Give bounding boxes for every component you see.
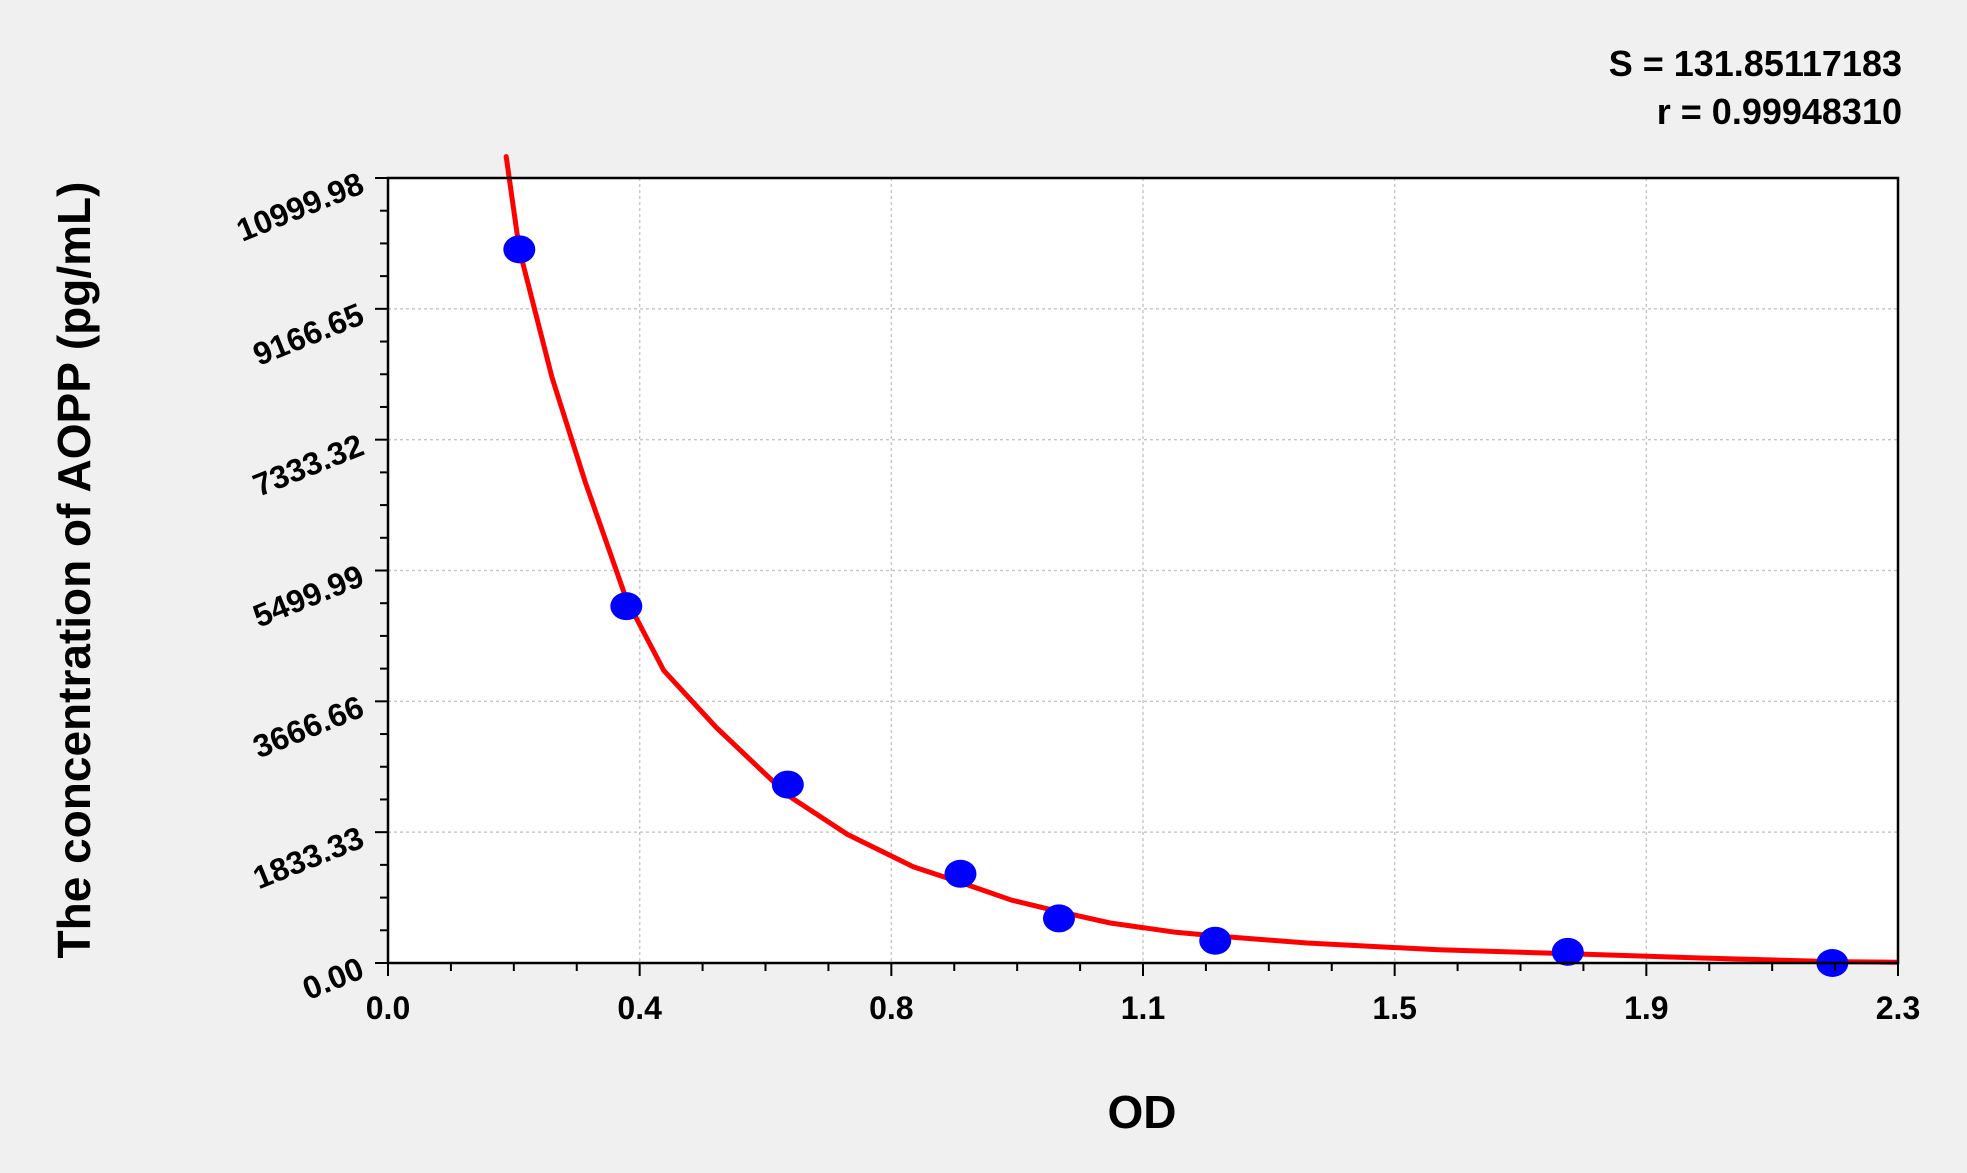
x-tick-label: 1.5 — [1372, 990, 1416, 1026]
x-tick-label: 0.0 — [366, 990, 410, 1026]
x-tick-label: 1.1 — [1121, 990, 1165, 1026]
tick-marks — [375, 177, 1899, 976]
grid — [388, 178, 1898, 963]
fit-curve — [503, 154, 1898, 965]
x-axis-title: OD — [1108, 1086, 1177, 1138]
data-point — [771, 770, 804, 799]
data-point — [1551, 937, 1584, 966]
y-axis-title: The concentration of AOPP (pg/mL) — [48, 182, 100, 959]
x-tick-labels: 0.0 0.4 0.8 1.1 1.5 1.9 2.3 — [366, 990, 1920, 1026]
r-statistic: r = 0.99948310 — [1657, 91, 1902, 132]
data-point — [610, 592, 643, 621]
x-tick-label: 0.4 — [617, 990, 662, 1026]
data-point — [1042, 904, 1075, 933]
data-point — [944, 859, 977, 888]
data-points — [503, 235, 1849, 977]
x-tick-label: 1.9 — [1624, 990, 1668, 1026]
data-point — [1199, 926, 1232, 955]
s-statistic: S = 131.85117183 — [1609, 43, 1902, 84]
fit-curve-layer — [503, 154, 1898, 965]
x-tick-label: 2.3 — [1876, 990, 1920, 1026]
x-tick-label: 0.8 — [869, 990, 913, 1026]
data-point — [503, 235, 536, 264]
